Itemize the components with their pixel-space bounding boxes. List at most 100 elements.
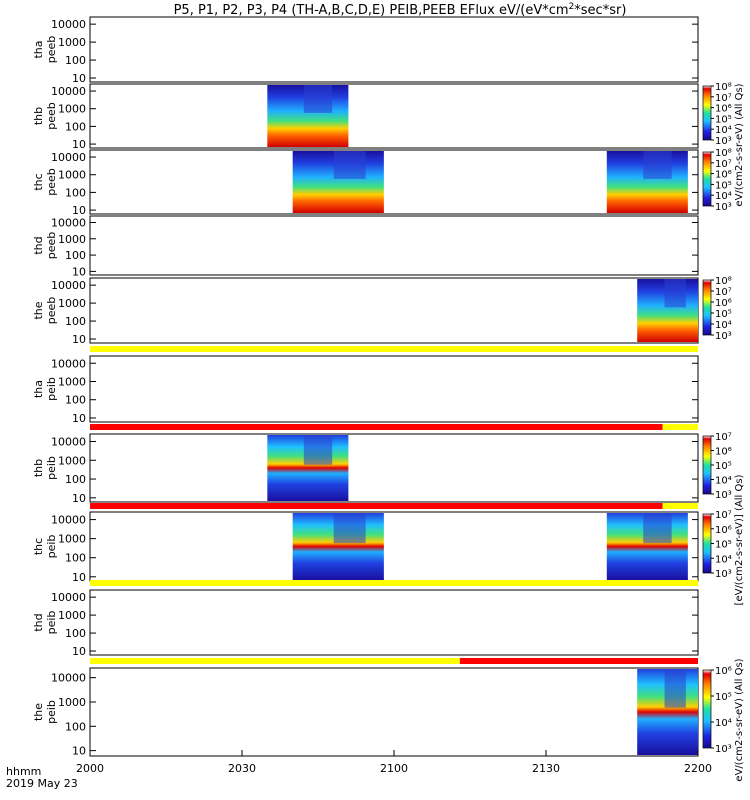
flag-bars-group <box>90 346 698 664</box>
flag-segment-yellow <box>662 424 698 430</box>
noise-column <box>643 151 672 179</box>
noise-column <box>333 513 366 544</box>
colorbar <box>702 669 712 749</box>
panel-frame <box>89 215 699 276</box>
x-axis-label-hhmm: hhmm <box>6 765 41 778</box>
y-tick-label: 100 <box>65 249 86 262</box>
colorbar-tick-label: 10⁸ <box>715 276 732 287</box>
colorbar-units-label: eV/(cm2-s-sr-eV) (All Qs) <box>734 658 745 781</box>
product-label: peib <box>45 456 58 480</box>
panel-frame <box>89 149 699 215</box>
colorbar-tick-label: 10⁶ <box>715 525 732 536</box>
colorbar-tick-label: 10³ <box>715 136 732 147</box>
y-tick-label: 10000 <box>51 279 86 292</box>
probe-label: thc <box>32 173 45 190</box>
colorbar-tick-label: 10⁵ <box>715 692 732 703</box>
y-tick-label: 1000 <box>58 36 86 49</box>
colorbar-tick-label: 10⁴ <box>715 476 732 487</box>
y-tick-label: 100 <box>65 552 86 565</box>
colorbar-tick-label: 10³ <box>715 202 732 213</box>
colorbar-tick-label: 10⁴ <box>715 554 732 565</box>
colorbar <box>702 513 712 574</box>
probe-label: thb <box>32 107 45 125</box>
y-tick-label: 10 <box>72 745 86 758</box>
y-tick-label: 1000 <box>58 609 86 622</box>
flag-bar-2 <box>90 424 698 430</box>
colorbar-tick-label: 10⁶ <box>715 666 732 677</box>
colorbar-tick-label: 10⁵ <box>715 114 732 125</box>
flag-segment-red <box>90 503 663 509</box>
product-label: peib <box>45 700 58 724</box>
colorbar-tick-label: 10⁷ <box>715 510 732 521</box>
panel-frame <box>89 355 699 423</box>
y-tick-label: 100 <box>65 394 86 407</box>
flag-segment-red <box>459 658 698 664</box>
probe-label: tha <box>32 380 45 398</box>
probe-label: the <box>32 703 45 721</box>
panel-frame <box>89 511 699 582</box>
colorbar-tick-label: 10⁷ <box>715 432 732 443</box>
noise-column <box>664 669 686 708</box>
colorbar-tick-label: 10⁵ <box>715 461 732 472</box>
y-tick-label: 100 <box>65 315 86 328</box>
y-tick-label: 1000 <box>58 533 86 546</box>
flag-segment-yellow <box>662 503 698 509</box>
colorbar-tick-label: 10⁷ <box>715 159 732 170</box>
x-tick-label: 2200 <box>684 762 712 775</box>
y-tick-label: 10 <box>72 333 86 346</box>
noise-column <box>664 279 686 308</box>
x-tick-label: 2000 <box>76 762 104 775</box>
colorbar-tick-label: 10³ <box>715 744 732 755</box>
product-label: peib <box>45 535 58 559</box>
flag-segment-yellow <box>90 346 698 352</box>
panel-frame <box>89 16 699 83</box>
flag-bar-3 <box>90 503 698 509</box>
product-label: peib <box>45 377 58 401</box>
y-tick-label: 10000 <box>51 18 86 31</box>
y-tick-label: 10000 <box>51 85 86 98</box>
x-tick-label: 2030 <box>228 762 256 775</box>
colorbar-tick-label: 10⁶ <box>715 298 732 309</box>
probe-label: the <box>32 301 45 319</box>
product-label: peeb <box>45 232 58 260</box>
y-tick-label: 10 <box>72 571 86 584</box>
y-tick-label: 100 <box>65 720 86 733</box>
flag-bar-5 <box>90 658 698 664</box>
colorbar-units-label: eV/(cm2-s-sr-eV) (All Qs) <box>734 83 745 206</box>
y-tick-label: 10000 <box>51 216 86 229</box>
colorbar-tick-label: 10³ <box>715 569 732 580</box>
colorbar-tick-label: 10⁶ <box>715 104 732 115</box>
colorbar-tick-label: 10⁷ <box>715 287 732 298</box>
colorbar-tick-label: 10⁶ <box>715 170 732 181</box>
colorbar <box>702 151 712 207</box>
y-tick-label: 10000 <box>51 357 86 370</box>
y-tick-label: 10000 <box>51 435 86 448</box>
y-tick-label: 1000 <box>58 233 86 246</box>
panel-frame <box>89 433 699 503</box>
flag-bar-1 <box>90 346 698 352</box>
panel-tha-peeb: 10 100 1000 10000 tha peeb <box>32 16 699 85</box>
y-tick-label: 10 <box>72 138 86 151</box>
colorbar <box>702 279 712 336</box>
product-label: peib <box>45 611 58 635</box>
figure-title: P5, P1, P2, P3, P4 (TH-A,B,C,D,E) PEIB,P… <box>174 2 627 18</box>
panel-the-peib: 10 100 1000 10000 the peib 10³ 10⁴ 10⁵ 10⁶ <box>32 666 732 758</box>
y-tick-label: 10 <box>72 265 86 278</box>
panel-thc-peib: 10 100 1000 10000 thc peib 10³ 10⁴ 10⁵ 10⁶ 10⁷ <box>32 510 732 584</box>
probe-label: thd <box>32 613 45 631</box>
product-label: peeb <box>45 102 58 130</box>
y-tick-label: 100 <box>65 627 86 640</box>
colorbar-tick-label: 10⁴ <box>715 320 732 331</box>
y-tick-label: 100 <box>65 120 86 133</box>
x-tick-label: 2130 <box>532 762 560 775</box>
panel-thd-peib: 10 100 1000 10000 thd peib <box>32 589 699 658</box>
y-tick-label: 1000 <box>58 169 86 182</box>
panel-frame <box>89 667 699 757</box>
flag-segment-red <box>90 424 663 430</box>
colorbar <box>702 435 712 495</box>
panel-frame <box>89 83 699 149</box>
y-tick-label: 100 <box>65 54 86 67</box>
